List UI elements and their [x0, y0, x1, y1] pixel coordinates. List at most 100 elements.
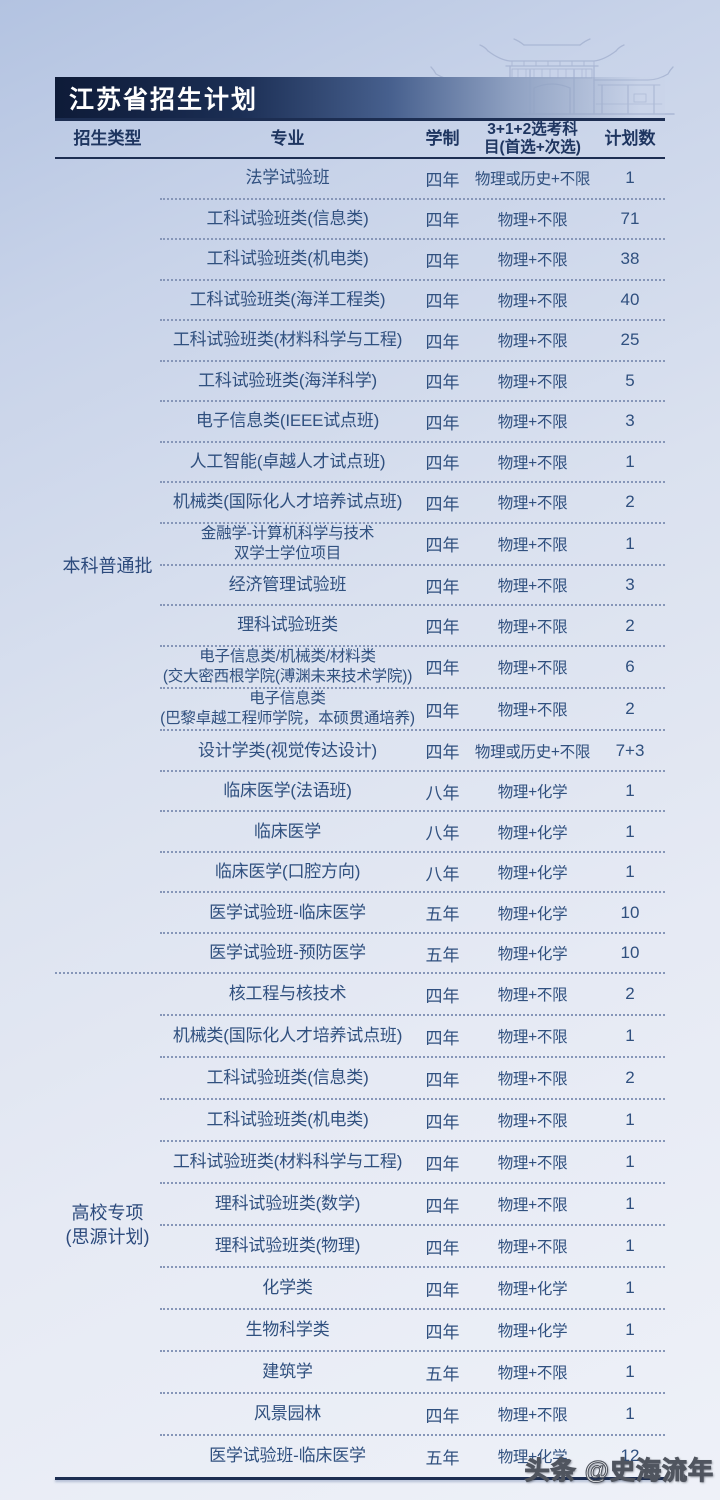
major-cell: 临床医学(法语班) [223, 781, 352, 801]
subjects-cell: 物理+不限 [497, 1071, 568, 1089]
major-cell: 电子信息类(IEEE试点班) [195, 411, 380, 431]
duration-cell: 四年 [425, 1238, 460, 1258]
plan-count-cell: 25 [620, 330, 640, 350]
duration-cell: 四年 [425, 332, 460, 352]
major-cell: 工科试验班类(机电类) [206, 1110, 369, 1130]
subjects-cell: 物理+不限 [497, 1365, 568, 1383]
duration-cell: 四年 [425, 211, 460, 231]
header-cell-admission-type: 招生类型 [73, 128, 142, 148]
table-row: 医学试验班-预防医学 五年 物理+化学 10 [160, 934, 665, 973]
subjects-cell: 物理+不限 [497, 536, 568, 554]
table-header-row: 招生类型 专业 学制 3+1+2选考科 目(首选+次选) 计划数 [55, 120, 665, 159]
duration-cell: 四年 [425, 986, 460, 1006]
plan-count-cell: 1 [625, 821, 635, 841]
table-row: 机械类(国际化人才培养试点班) 四年 物理+不限 2 [160, 483, 665, 524]
major-cell: 理科试验班类(数学) [214, 1194, 361, 1214]
plan-count-cell: 1 [625, 1362, 635, 1382]
table-row: 医学试验班-临床医学 五年 物理+化学 12 [160, 1436, 665, 1476]
major-cell: 医学试验班-临床医学 [209, 902, 366, 922]
group-rows: 核工程与核技术 四年 物理+不限 2 机械类(国际化人才培养试点班) 四年 物理… [160, 974, 665, 1476]
group-label: 高校专项 (思源计划) [65, 1203, 150, 1248]
header-cell-duration: 学制 [425, 128, 460, 148]
table-row: 临床医学 八年 物理+化学 1 [160, 812, 665, 853]
major-cell: 临床医学(口腔方向) [214, 862, 361, 882]
plan-count-cell: 1 [625, 1320, 635, 1340]
major-cell: 工科试验班类(信息类) [206, 208, 369, 228]
major-cell: 工科试验班类(海洋工程类) [189, 289, 386, 309]
subjects-cell: 物理+不限 [497, 495, 568, 513]
plan-count-cell: 10 [620, 943, 640, 963]
duration-cell: 四年 [425, 1196, 460, 1216]
subjects-cell: 物理+不限 [497, 1407, 568, 1425]
duration-cell: 四年 [425, 536, 460, 556]
plan-count-cell: 1 [625, 451, 635, 471]
table-row: 理科试验班类(数学) 四年 物理+不限 1 [160, 1184, 665, 1227]
plan-count-cell: 1 [625, 1278, 635, 1298]
major-cell: 工科试验班类(机电类) [206, 249, 369, 269]
plan-count-cell: 1 [625, 862, 635, 882]
subjects-cell: 物理+不限 [497, 454, 568, 472]
major-cell: 设计学类(视觉传达设计) [198, 740, 377, 760]
major-cell: 电子信息类 (巴黎卓越工程师学院，本硕贯通培养) [160, 690, 415, 728]
subjects-cell: 物理+不限 [497, 618, 568, 636]
plan-count-cell: 2 [625, 984, 635, 1004]
plan-count-cell: 1 [625, 1194, 635, 1214]
major-cell: 工科试验班类(信息类) [206, 1068, 369, 1088]
subjects-cell: 物理+化学 [497, 905, 568, 923]
subjects-cell: 物理+化学 [497, 865, 568, 883]
major-cell: 建筑学 [262, 1362, 313, 1382]
table-row: 生物科学类 四年 物理+化学 1 [160, 1310, 665, 1353]
table-row: 工科试验班类(海洋科学) 四年 物理+不限 5 [160, 362, 665, 402]
table-row: 工科试验班类(信息类) 四年 物理+不限 2 [160, 1058, 665, 1101]
duration-cell: 五年 [425, 945, 460, 965]
duration-cell: 四年 [425, 659, 460, 679]
plan-count-cell: 1 [625, 1110, 635, 1130]
table-row: 化学类 四年 物理+化学 1 [160, 1268, 665, 1311]
major-cell: 机械类(国际化人才培养试点班) [172, 1026, 403, 1046]
plan-count-cell: 1 [625, 1236, 635, 1256]
duration-cell: 四年 [425, 577, 460, 597]
header-cell-subjects: 3+1+2选考科 目(首选+次选) [484, 121, 581, 156]
major-cell: 电子信息类/机械类/材料类 (交大密西根学院(溥渊未来技术学院)) [162, 647, 413, 685]
table-row: 金融学-计算机科学与技术 双学士学位项目 四年 物理+不限 1 [160, 524, 665, 566]
subjects-cell: 物理或历史+不限 [474, 171, 591, 189]
plan-count-cell: 12 [620, 1446, 640, 1466]
watermark: 头条 @史海流年 [524, 1456, 714, 1485]
subjects-cell: 物理+不限 [497, 1029, 568, 1047]
table-row: 风景园林 四年 物理+不限 1 [160, 1394, 665, 1437]
table-body: 本科普通批 法学试验班 四年 物理或历史+不限 1 工科试验班类(信息类) 四年… [55, 159, 665, 1476]
duration-cell: 四年 [425, 618, 460, 638]
duration-cell: 五年 [425, 1364, 460, 1384]
duration-cell: 八年 [425, 783, 460, 803]
plan-count-cell: 1 [625, 1404, 635, 1424]
table-row: 机械类(国际化人才培养试点班) 四年 物理+不限 1 [160, 1016, 665, 1059]
major-cell: 经济管理试验班 [228, 574, 347, 594]
duration-cell: 四年 [425, 1112, 460, 1132]
duration-cell: 四年 [425, 292, 460, 312]
subjects-cell: 物理+不限 [497, 292, 568, 310]
subjects-cell: 物理+不限 [497, 1197, 568, 1215]
group-rows: 法学试验班 四年 物理或历史+不限 1 工科试验班类(信息类) 四年 物理+不限… [160, 159, 665, 972]
subjects-cell: 物理+不限 [497, 1155, 568, 1173]
duration-cell: 五年 [425, 1448, 460, 1468]
subjects-cell: 物理+不限 [497, 578, 568, 596]
table-row: 工科试验班类(材料科学与工程) 四年 物理+不限 1 [160, 1142, 665, 1185]
major-cell: 理科试验班类(物理) [214, 1236, 361, 1256]
plan-count-cell: 5 [625, 370, 635, 390]
duration-cell: 八年 [425, 824, 460, 844]
table-row: 工科试验班类(机电类) 四年 物理+不限 1 [160, 1100, 665, 1143]
major-cell: 法学试验班 [245, 168, 330, 188]
duration-cell: 四年 [425, 1322, 460, 1342]
subjects-cell: 物理+不限 [497, 1113, 568, 1131]
table-row: 理科试验班类 四年 物理+不限 2 [160, 606, 665, 647]
subjects-cell: 物理+不限 [497, 414, 568, 432]
subjects-cell: 物理+不限 [497, 987, 568, 1005]
subjects-cell: 物理+化学 [497, 1281, 568, 1299]
subjects-cell: 物理+化学 [497, 946, 568, 964]
table-row: 经济管理试验班 四年 物理+不限 3 [160, 566, 665, 607]
major-cell: 机械类(国际化人才培养试点班) [172, 492, 403, 512]
major-cell: 化学类 [262, 1278, 313, 1298]
table-row: 工科试验班类(机电类) 四年 物理+不限 38 [160, 240, 665, 281]
enrollment-plan-table: 招生类型 专业 学制 3+1+2选考科 目(首选+次选) 计划数 本科普通批 法… [55, 120, 665, 1481]
